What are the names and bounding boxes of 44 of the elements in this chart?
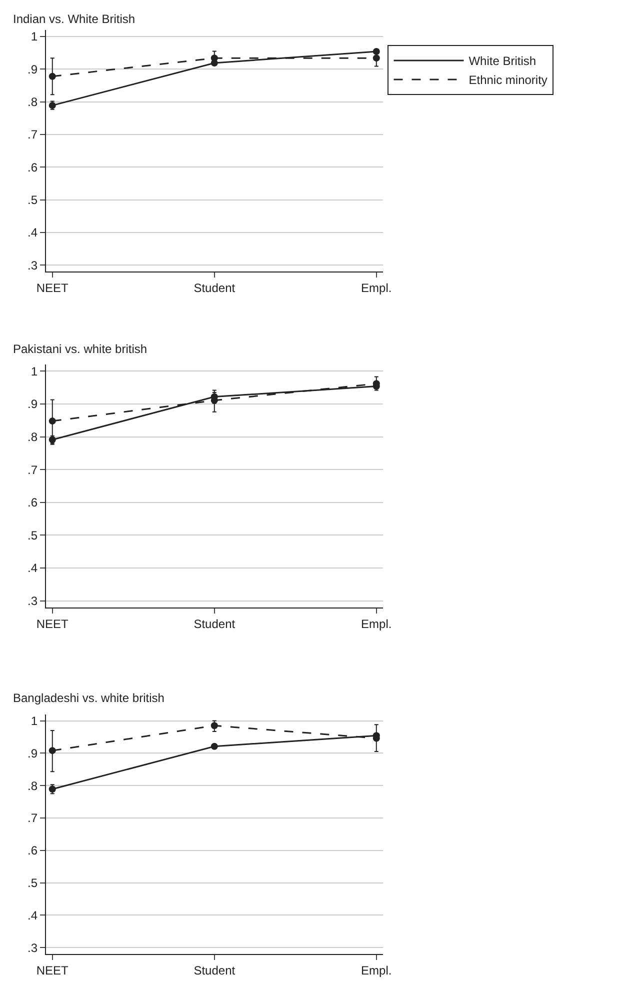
y-tick-label: .8 xyxy=(27,430,38,444)
y-tick-label: .9 xyxy=(27,746,38,760)
y-tick-label: .3 xyxy=(27,258,38,272)
y-tick-label: 1 xyxy=(30,364,38,378)
point xyxy=(210,742,218,750)
chart-title: Pakistani vs. white british xyxy=(13,342,148,356)
point xyxy=(48,418,56,425)
x-tick-label: Student xyxy=(194,281,236,296)
x-tick-label: NEET xyxy=(36,281,70,296)
y-tick-label: .5 xyxy=(27,876,38,890)
text: White British xyxy=(468,54,536,68)
point xyxy=(372,54,380,62)
y-tick-label: .4 xyxy=(27,908,38,922)
x-tick-label: NEET xyxy=(36,616,70,631)
y-tick-label: .5 xyxy=(27,193,38,208)
y-tick-label: .7 xyxy=(27,128,38,142)
chart-title: Indian vs. White British xyxy=(13,12,136,26)
y-tick-label: 1 xyxy=(30,714,38,728)
y-tick-label: .4 xyxy=(27,226,38,240)
y-tick-label: .9 xyxy=(27,397,38,412)
y-tick-label: .8 xyxy=(27,778,38,793)
x-tick-label: NEET xyxy=(36,963,70,978)
x-tick-label: Student xyxy=(194,616,236,631)
x-tick-label: Empl. xyxy=(361,616,392,631)
chart-title: Bangladeshi vs. white british xyxy=(13,691,164,705)
x-tick-label: Empl. xyxy=(361,281,392,296)
y-tick-label: .6 xyxy=(27,160,38,174)
y-tick-label: .6 xyxy=(27,496,38,510)
y-tick-label: .9 xyxy=(27,62,38,76)
y-tick-label: .6 xyxy=(27,844,38,858)
y-tick-label: .8 xyxy=(27,95,38,110)
y-tick-label: .3 xyxy=(27,594,38,608)
y-tick-label: .7 xyxy=(27,462,38,477)
y-tick-label: 1 xyxy=(30,30,38,44)
x-tick-label: Empl. xyxy=(361,963,392,978)
y-tick-label: .5 xyxy=(27,528,38,542)
y-tick-label: .3 xyxy=(27,940,38,955)
point xyxy=(48,747,56,754)
point xyxy=(48,72,56,80)
point xyxy=(210,722,218,730)
y-tick-label: .7 xyxy=(27,811,38,826)
x-tick-label: Student xyxy=(194,963,236,978)
y-tick-label: .4 xyxy=(27,561,38,576)
text: Ethnic minority xyxy=(468,73,548,88)
